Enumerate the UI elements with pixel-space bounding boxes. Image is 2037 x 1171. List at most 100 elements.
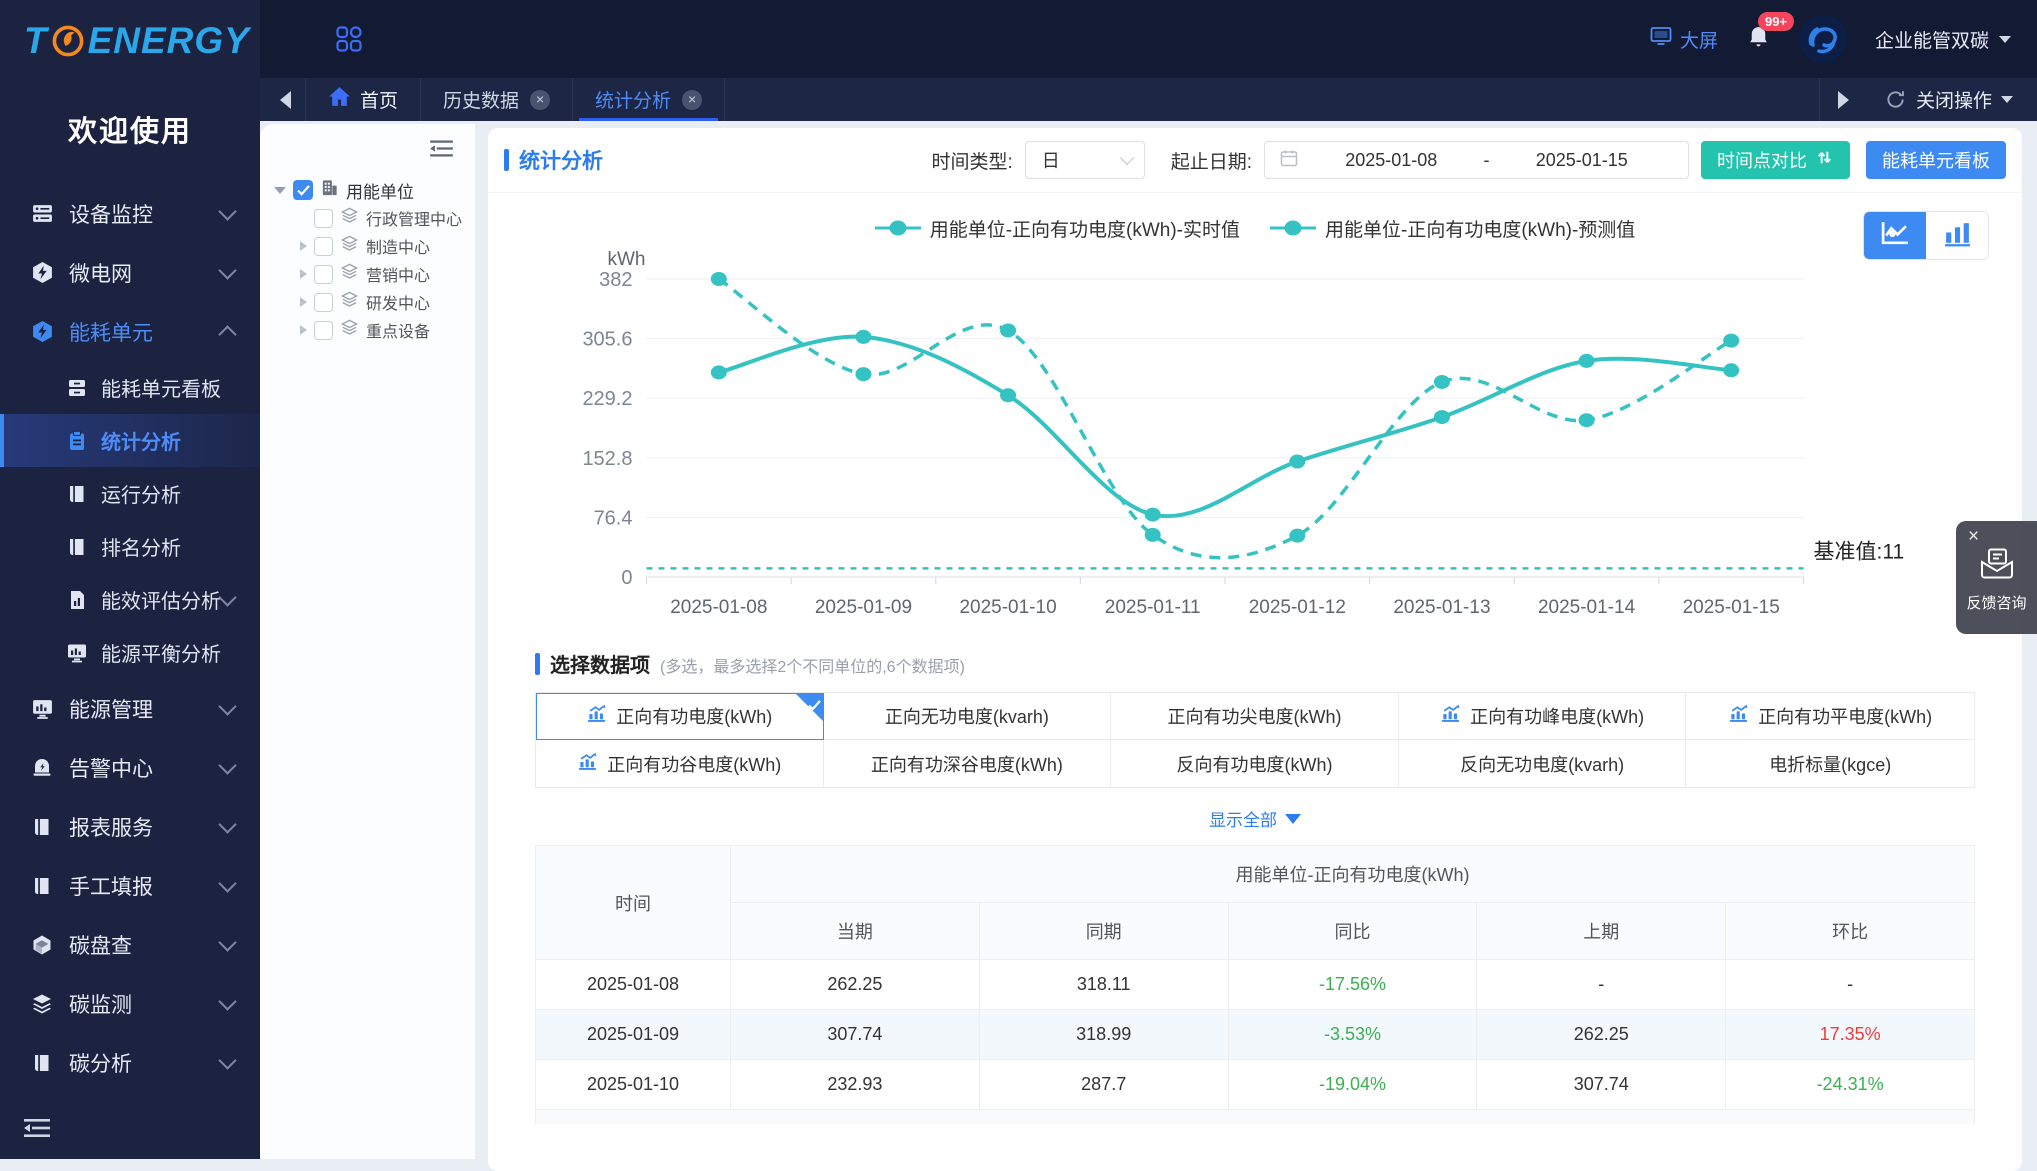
tree-node-0[interactable]: 行政管理中心 [274,204,475,232]
tree-node-4[interactable]: 重点设备 [274,316,475,344]
chart-dot [1578,413,1595,428]
data-item-9[interactable]: 电折标量(kgce) [1686,740,1974,787]
time-type-select[interactable]: 日 [1024,141,1145,179]
svg-text:0: 0 [621,567,632,589]
org-switcher[interactable]: 企业能管双碳 [1875,26,2011,53]
data-item-2[interactable]: 正向有功尖电度(kWh) [1111,693,1399,740]
caret-down-icon[interactable] [274,186,286,194]
cell-value: 307.74 [730,1009,980,1060]
feedback-widget[interactable]: × 反馈咨询 [1956,521,2037,634]
sidebar-group-5[interactable]: 报表服务 [0,797,260,856]
data-item-label: 正向有功电度(kWh) [616,707,773,727]
data-item-4[interactable]: 正向有功平电度(kWh) [1686,693,1974,740]
tab-home[interactable]: 首页 [305,78,422,121]
tree-node-3[interactable]: 研发中心 [274,288,475,316]
caret-right-icon[interactable] [300,241,307,251]
date-end-value[interactable]: 2025-01-15 [1535,149,1628,170]
data-item-7[interactable]: 反向有功电度(kWh) [1111,740,1399,787]
table-row-2[interactable]: 2025-01-10 232.93 287.7 -19.04% 307.74 -24.31… [535,1059,1975,1110]
sidebar-item-2-2[interactable]: 运行分析 [0,467,260,520]
selector-title: 选择数据项 [550,655,650,677]
content-area: 用能单位 行政管理中心 制造中心 营销中心 研发中心 重点设备 统计分析 时间类型: 日 … [260,121,2037,1171]
sidebar-item-2-3[interactable]: 排名分析 [0,520,260,573]
line-chart-toggle-button[interactable] [1864,212,1926,259]
chart-type-toggle [1863,211,1989,260]
checkbox[interactable] [314,264,333,284]
date-separator: - [1483,149,1490,170]
sidebar-item-2-0[interactable]: 能耗单元看板 [0,361,260,414]
sidebar-item-label: 能效评估分析 [101,591,221,613]
sidebar-group-2[interactable]: 能耗单元 [0,302,260,361]
sidebar-group-3[interactable]: 能源管理 [0,679,260,738]
sidebar-collapse-icon[interactable] [24,1118,50,1143]
checkbox[interactable] [314,292,333,312]
sidebar-group-9[interactable]: 碳分析 [0,1033,260,1092]
chevron-down-icon [218,873,237,893]
avatar[interactable] [1798,15,1847,63]
show-all-link[interactable]: 显示全部 [535,806,1975,831]
data-item-3[interactable]: 正向有功峰电度(kWh) [1398,693,1687,740]
app-logo: T ENERGY [0,0,260,62]
date-range-label: 起止日期: [1170,151,1252,173]
checkbox[interactable] [314,208,333,228]
data-item-6[interactable]: 正向有功深谷电度(kWh) [823,740,1112,787]
sidebar-item-2-4[interactable]: 能效评估分析 [0,573,260,626]
legend-item-0[interactable]: 用能单位-正向有功电度(kWh)-实时值 [874,215,1240,242]
date-range-picker[interactable]: 2025-01-08 - 2025-01-15 [1264,141,1689,179]
big-screen-button[interactable]: 大屏 [1650,26,1718,53]
bolt-icon [30,261,54,285]
tabs-scroll-left-icon[interactable] [280,90,291,109]
data-item-label: 电折标量(kgce) [1769,754,1892,775]
layers-icon [340,290,359,314]
data-item-8[interactable]: 反向无功电度(kvarh) [1398,740,1687,787]
sidebar-group-1[interactable]: 微电网 [0,243,260,302]
chart-dot [710,365,727,380]
sidebar-group-7[interactable]: 碳盘查 [0,915,260,974]
chevron-down-icon [218,587,237,607]
chart-dot [1000,388,1017,403]
caret-right-icon[interactable] [300,269,307,279]
checkbox[interactable] [314,320,333,340]
data-item-0[interactable]: 正向有功电度(kWh) [536,693,824,740]
tree-node-root[interactable]: 用能单位 [274,176,475,204]
data-item-5[interactable]: 正向有功谷电度(kWh) [536,740,824,787]
data-item-1[interactable]: 正向无功电度(kvarh) [823,693,1112,740]
sidebar-group-0[interactable]: 设备监控 [0,184,260,243]
sort-arrows-icon [1815,148,1834,172]
tabs-scroll-right-icon[interactable] [1837,90,1849,109]
time-point-compare-button[interactable]: 时间点对比 [1701,141,1850,179]
sidebar-group-6[interactable]: 手工填报 [0,856,260,915]
caret-right-icon[interactable] [300,297,307,307]
close-icon[interactable]: × [1968,526,1980,547]
sidebar-group-8[interactable]: 碳监测 [0,974,260,1033]
tab-close-icon[interactable]: × [530,89,551,110]
app-grid-icon[interactable] [336,26,362,52]
tab-close-icon[interactable]: × [682,89,703,110]
checkbox[interactable] [293,180,313,200]
table-row-1[interactable]: 2025-01-09 307.74 318.99 -3.53% 262.25 17.35% [535,1009,1975,1060]
bar-chart-toggle-button[interactable] [1926,212,1988,259]
doc-chart-icon [66,589,88,611]
cell-value: -3.53% [1227,1009,1478,1060]
tree-node-1[interactable]: 制造中心 [274,232,475,260]
book-icon [66,536,88,558]
feedback-label: 反馈咨询 [1966,595,2027,612]
energy-unit-board-button[interactable]: 能耗单元看板 [1866,141,2006,179]
close-operations-menu[interactable]: 关闭操作 [1910,86,2037,113]
tab-history-data[interactable]: 历史数据 × [421,78,574,121]
sidebar-item-2-1[interactable]: 统计分析 [0,414,260,467]
sidebar-item-2-5[interactable]: 能源平衡分析 [0,626,260,679]
tree-node-2[interactable]: 营销中心 [274,260,475,288]
data-item-label: 正向有功尖电度(kWh) [1167,707,1342,727]
checkbox[interactable] [314,236,333,256]
tab-statistics[interactable]: 统计分析 × [573,78,726,121]
sidebar-group-4[interactable]: 告警中心 [0,738,260,797]
caret-right-icon[interactable] [300,325,307,335]
date-start-value[interactable]: 2025-01-08 [1345,149,1438,170]
notifications-button[interactable]: 99+ [1746,12,1795,54]
table-row-0[interactable]: 2025-01-08 262.25 318.11 -17.56% - - [535,959,1975,1010]
layers-icon [340,262,359,286]
refresh-icon[interactable] [1885,89,1906,110]
legend-item-1[interactable]: 用能单位-正向有功电度(kWh)-预测值 [1270,215,1635,242]
tree-panel-menu-icon[interactable] [430,140,453,162]
